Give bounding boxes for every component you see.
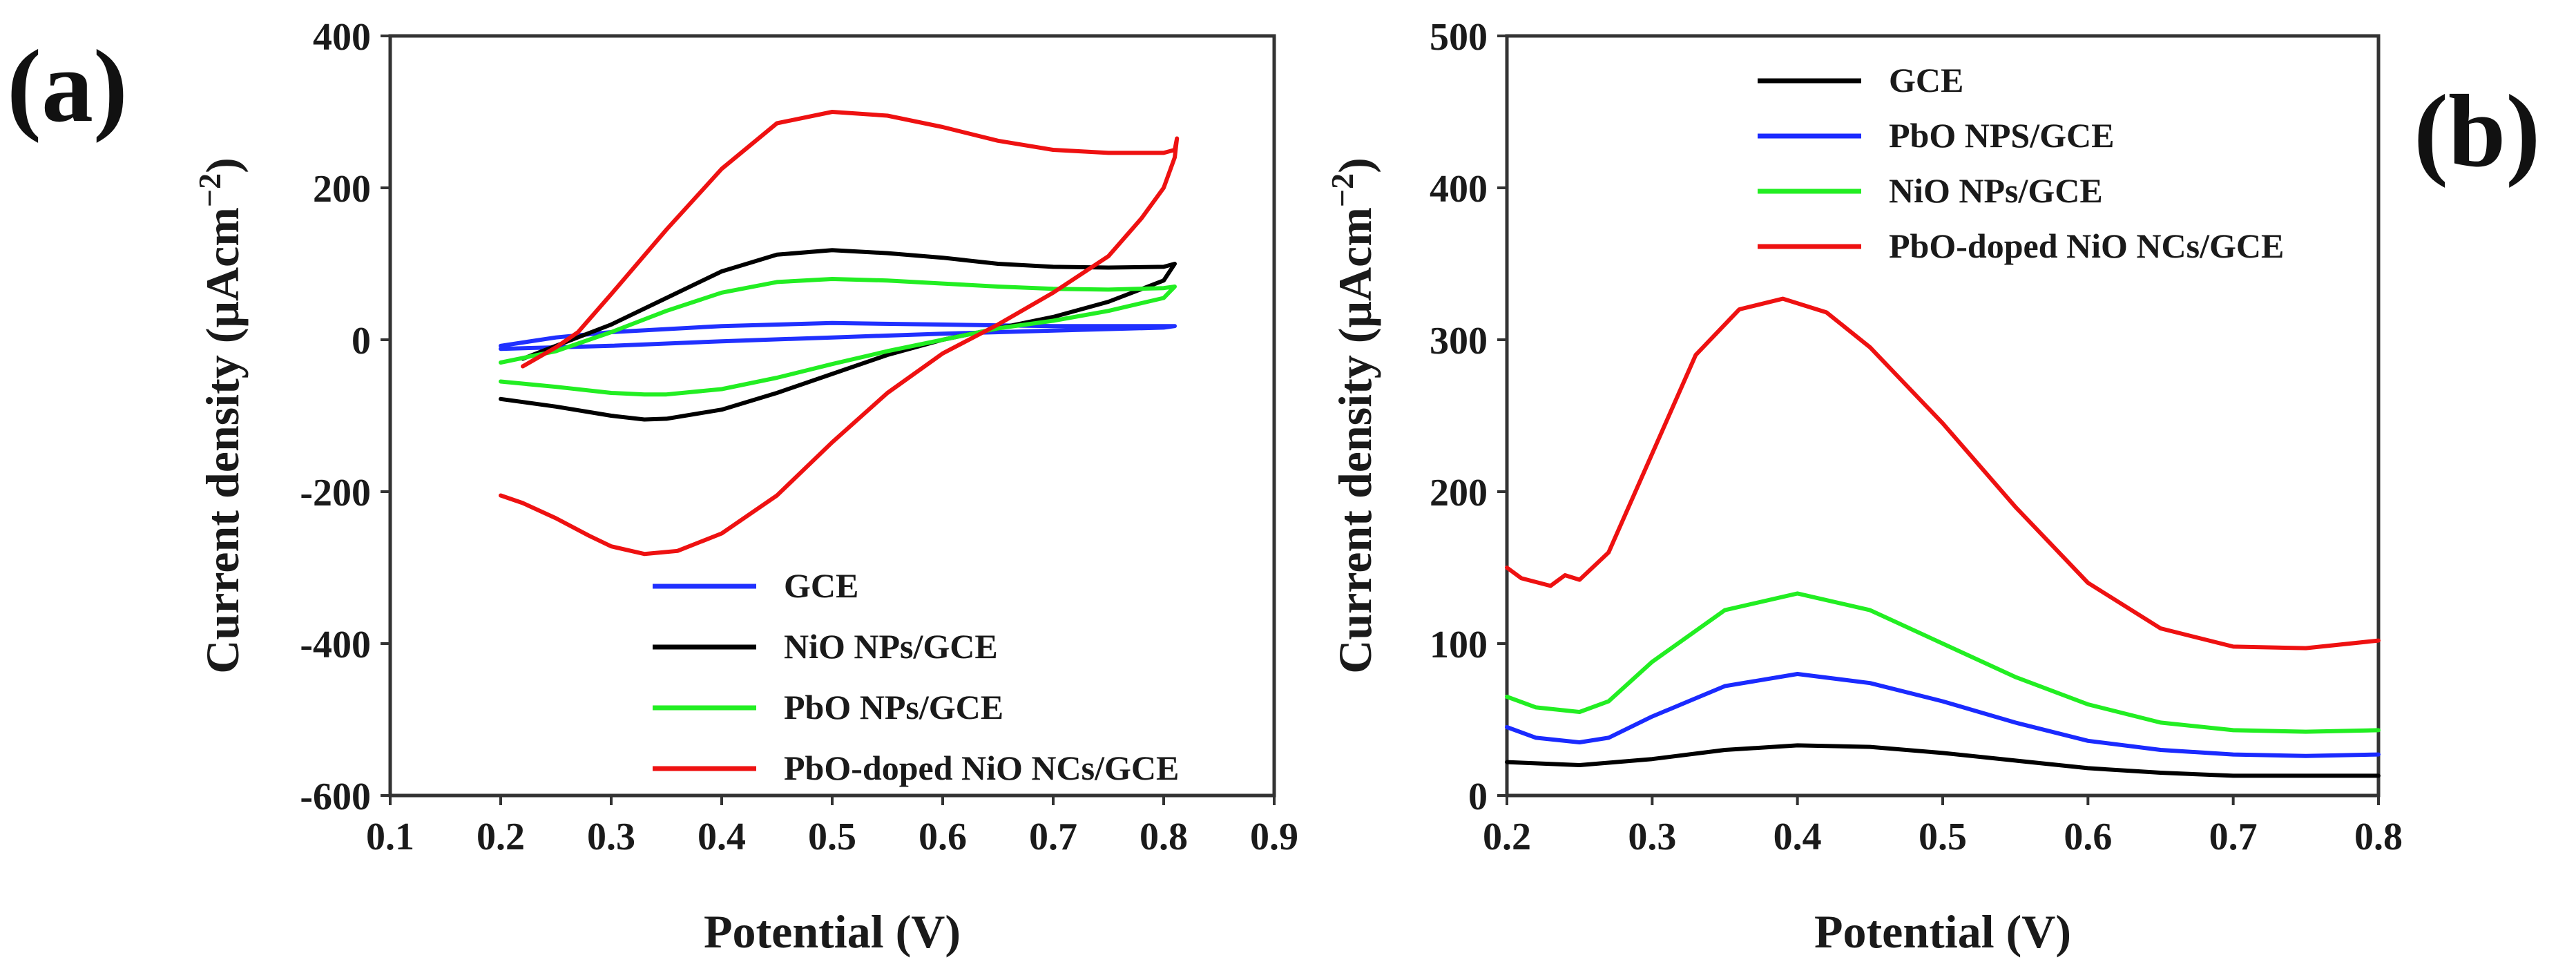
panel-b-y-axis-title-main: Current density (μAcm [1329,207,1381,674]
panel-a: (a) 0.1 0.2 0.3 0.4 0.5 0.6 0.7 0.8 0.9 -600 -400 -… [7,16,1298,958]
series-line-nio-nps-gce [1505,591,2381,734]
x-tick-label: 0.7 [1029,816,1077,858]
x-tick-label: 0.8 [2354,816,2403,858]
series-line-gce [1505,743,2381,778]
legend-label: NiO NPs/GCE [1889,171,2103,210]
x-tick-label: 0.4 [1774,816,1822,858]
y-tick-label: 400 [313,16,371,59]
panel-b-curves [1505,296,2381,778]
panel-a-plot-frame [388,34,1276,798]
panel-a-legend: GCE NiO NPs/GCE PbO NPs/GCE PbO-doped NiO N… [653,566,1179,787]
panel-a-y-axis-title: Current density (μAcm−2) [192,157,249,674]
y-tick-label: -600 [300,775,371,818]
x-tick-label: 0.4 [698,816,746,858]
panel-a-label: (a) [7,29,128,144]
panel-a-x-axis-title: Potential (V) [704,905,961,958]
legend-label: PbO NPs/GCE [784,688,1003,726]
legend-label: NiO NPs/GCE [784,627,998,666]
x-tick-label: 0.8 [1140,816,1188,858]
x-tick-label: 0.2 [1483,816,1531,858]
y-tick-label: 100 [1430,624,1488,666]
x-tick-label: 0.3 [587,816,635,858]
panel-a-curves [499,110,1180,557]
series-line-pbo-nps-gce [499,277,1177,397]
series-line-pbo-doped-nio-ncs-gce [1505,296,2381,650]
panel-b-x-axis-title: Potential (V) [1814,905,2071,958]
x-tick-label: 0.6 [2064,816,2112,858]
y-tick-label: 400 [1430,168,1488,211]
y-tick-label: 0 [352,320,371,363]
panel-b-label: (b) [2414,74,2540,189]
y-tick-label: 200 [313,168,371,211]
x-tick-label: 0.5 [1919,816,1967,858]
panel-a-y-axis-title-main: Current density (μAcm [196,207,249,674]
series-line-pbo-doped-nio-ncs-gce [499,110,1180,557]
panel-b-ticks: 0.2 0.3 0.4 0.5 0.6 0.7 0.8 0 100 200 300 400 500 [1430,16,2403,858]
panel-b-y-axis-title: Current density (μAcm−2) [1325,157,1381,674]
series-line-pbo-nps-gce [1505,672,2381,758]
legend-label: PbO-doped NiO NCs/GCE [1889,226,2284,265]
x-tick-label: 0.5 [808,816,856,858]
x-tick-label: 0.2 [477,816,525,858]
legend-label: PbO-doped NiO NCs/GCE [784,749,1179,787]
panel-b: (b) 0.2 0.3 0.4 0.5 0.6 0.7 0.8 0 100 200 300 400 50… [1325,16,2540,958]
x-tick-label: 0.7 [2209,816,2258,858]
panel-a-y-axis-title-close: ) [196,157,249,173]
y-tick-label: -400 [300,624,371,666]
series-line-nio-nps-gce [499,248,1177,422]
panel-b-legend: GCE PbO NPS/GCE NiO NPs/GCE PbO-doped NiO N… [1758,61,2284,265]
x-tick-label: 0.9 [1250,816,1298,858]
x-tick-label: 0.6 [919,816,967,858]
legend-label: GCE [784,566,858,605]
y-tick-label: 0 [1468,775,1488,818]
panel-a-y-axis-title-exponent: −2 [192,173,227,207]
legend-label: PbO NPS/GCE [1889,116,2114,155]
y-tick-label: 200 [1430,472,1488,514]
x-tick-label: 0.3 [1628,816,1676,858]
panel-a-ticks: 0.1 0.2 0.3 0.4 0.5 0.6 0.7 0.8 0.9 -600 -400 -200 0… [300,16,1298,858]
y-tick-label: -200 [300,472,371,514]
y-tick-label: 300 [1430,320,1488,363]
legend-label: GCE [1889,61,1963,99]
x-tick-label: 0.1 [366,816,414,858]
panel-b-y-axis-title-close: ) [1329,157,1381,173]
series-line-gce [499,320,1177,351]
panel-b-y-axis-title-exponent: −2 [1325,173,1360,207]
y-tick-label: 500 [1430,16,1488,59]
